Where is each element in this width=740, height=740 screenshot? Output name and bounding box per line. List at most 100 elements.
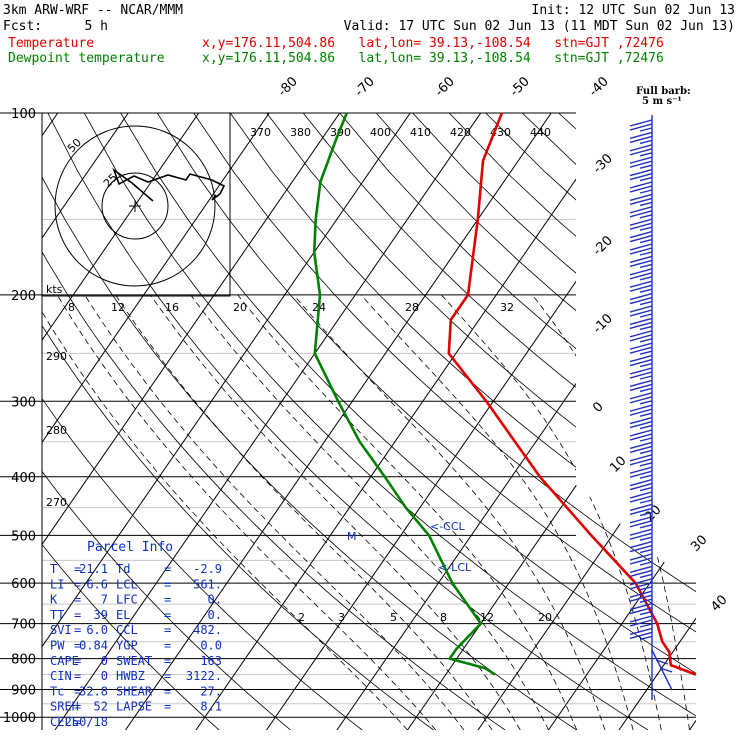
- parcel-row-2-col-5: 0.: [208, 593, 222, 607]
- moist-adiabat-18: [293, 294, 606, 730]
- parcel-row-8-col-4: =: [164, 684, 171, 698]
- parcel-row-5-col-3: YGP: [116, 639, 138, 653]
- theta-label-440: 440: [530, 126, 551, 139]
- parcel-row-3-col-0: TT: [50, 608, 64, 622]
- parcel-row-1-col-5: 561.: [193, 577, 222, 591]
- legend-temperature-name: Temperature: [8, 36, 94, 51]
- parcel-row-3-col-5: 0.: [208, 608, 222, 622]
- full-barb-unit: 5 m s⁻¹: [642, 96, 682, 107]
- temp-label--40: -40: [586, 74, 612, 100]
- dry-adiabat-0: [42, 113, 506, 730]
- theta-left-label-290: 290: [46, 350, 67, 363]
- isotherm-10: [548, 113, 696, 730]
- isotherm--110: [42, 113, 129, 730]
- parcel-row-7-col-4: =: [164, 669, 171, 683]
- temp-label--70: -70: [352, 74, 378, 100]
- parcel-row-6-col-1: =: [74, 654, 81, 668]
- pressure-label-1000: 1000: [3, 711, 36, 726]
- hodograph-frame: [41, 112, 231, 297]
- mixing-ratio-label-12: 12: [480, 611, 494, 624]
- legend-temperature-info: x,y=176.11,504.86 lat,lon= 39.13,-108.54…: [202, 36, 664, 51]
- parcel-row-7-col-0: CIN: [50, 669, 72, 683]
- dry-adiabat-80: [266, 113, 696, 730]
- thetae-label-28: 28: [405, 301, 419, 314]
- parcel-row-5-col-2: 0.84: [79, 639, 108, 653]
- parcel-row-9-col-1: =: [74, 700, 81, 714]
- theta-label-370: 370: [250, 126, 271, 139]
- parcel-row-0-col-2: 21.1: [79, 562, 108, 576]
- model-title: 3km ARW-WRF -- NCAR/MMM: [3, 3, 183, 18]
- theta-left-label-280: 280: [46, 424, 67, 437]
- theta-label-410: 410: [410, 126, 431, 139]
- parcel-row-5-col-5: 0.0: [200, 639, 222, 653]
- forecast-label: Fcst:: [3, 19, 42, 34]
- parcel-info-panel: Parcel Info T =21.1 Td = -2.9LI = 6.6 LCL = 561.K…: [50, 540, 222, 729]
- valid-time: Valid: 17 UTC Sun 02 Jun 13 (11 MDT Sun …: [344, 19, 735, 34]
- isotherm--40: [195, 113, 623, 730]
- isotherm--120: [42, 113, 59, 730]
- isotherm--80: [42, 113, 341, 730]
- forecast-hours: 5 h: [85, 19, 108, 34]
- moist-adiabat-6: [150, 294, 521, 730]
- dry-adiabat--10: [42, 113, 434, 730]
- theta-left-label-270: 270: [46, 496, 67, 509]
- isotherm--50: [125, 113, 552, 730]
- parcel-info-rows: T =21.1 Td = -2.9LI = 6.6 LCL = 561.K = 7 LFC = 0.TT = 3…: [50, 562, 222, 729]
- parcel-row-4-col-4: =: [164, 623, 171, 637]
- parcel-row-5-col-4: =: [164, 639, 171, 653]
- parcel-row-6-col-2: 0: [101, 654, 108, 668]
- temp-label-0: 0: [590, 399, 606, 415]
- dry-adiabat-60: [193, 113, 696, 730]
- parcel-row-7-col-5: 3122.: [186, 669, 222, 683]
- moist-adiabat-30: [531, 294, 690, 730]
- parcel-row-2-col-3: LFC: [116, 593, 138, 607]
- legend-dewpoint-name: Dewpoint temperature: [8, 51, 165, 66]
- parcel-row-9-col-2: 52: [94, 700, 108, 714]
- parcel-row-1-col-4: =: [164, 577, 171, 591]
- parcel-row-3-col-3: EL: [116, 608, 130, 622]
- parcel-row-3-col-4: =: [164, 608, 171, 622]
- moist-adiabat--2: [84, 294, 465, 730]
- parcel-row-3-col-1: =: [74, 608, 81, 622]
- parcel-row-0-col-3: Td: [116, 562, 130, 576]
- parcel-row-8-col-2: 32.8: [79, 684, 108, 698]
- parcel-row-5-col-0: PW: [50, 639, 65, 653]
- moist-adiabat--6: [56, 294, 437, 730]
- dry-adiabat--40: [42, 113, 220, 730]
- dry-adiabat-200: [705, 113, 740, 730]
- parcel-row-6-col-5: 163: [200, 654, 222, 668]
- dry-adiabat-30: [83, 113, 696, 730]
- parcel-row-9-col-5: 8.1: [200, 700, 222, 714]
- dry-adiabat-10: [42, 113, 577, 730]
- temp-label--50: -50: [507, 74, 533, 100]
- dry-adiabat-70: [229, 113, 696, 730]
- wind-barbs: [629, 115, 673, 700]
- parcel-row-3-col-2: 39: [94, 608, 108, 622]
- dry-adiabat-120: [412, 113, 696, 730]
- parcel-row-2-col-4: =: [164, 593, 171, 607]
- mixing-ratio-label-5: 5: [390, 611, 397, 624]
- dry-adiabat--20: [42, 113, 363, 730]
- parcel-row-1-col-2: 6.6: [86, 577, 108, 591]
- parcel-row-0-col-5: -2.9: [193, 562, 222, 576]
- pressure-label-200: 200: [11, 289, 36, 304]
- parcel-row-2-col-1: =: [74, 593, 81, 607]
- moist-adiabat--10: [42, 294, 408, 730]
- temp-label--30: -30: [590, 151, 616, 177]
- temp-label-40: 40: [708, 593, 730, 615]
- dry-adiabat--30: [42, 113, 291, 730]
- parcel-row-1-col-1: =: [74, 577, 81, 591]
- pressure-label-800: 800: [11, 653, 36, 668]
- isotherm--60: [54, 113, 482, 730]
- thetae-label-8: 8: [68, 301, 75, 314]
- thetae-label-20: 20: [233, 301, 247, 314]
- isotherm--20: [336, 113, 696, 730]
- temp-label--80: -80: [275, 74, 301, 100]
- pressure-label-500: 500: [11, 529, 36, 544]
- dry-adiabat-90: [302, 113, 696, 730]
- parcel-row-5-col-1: =: [74, 639, 81, 653]
- dry-adiabat-130: [448, 113, 696, 730]
- isotherm--90: [42, 113, 270, 730]
- mixing-ratio-label-3: 3: [338, 611, 345, 624]
- isotherm-30: [689, 113, 696, 730]
